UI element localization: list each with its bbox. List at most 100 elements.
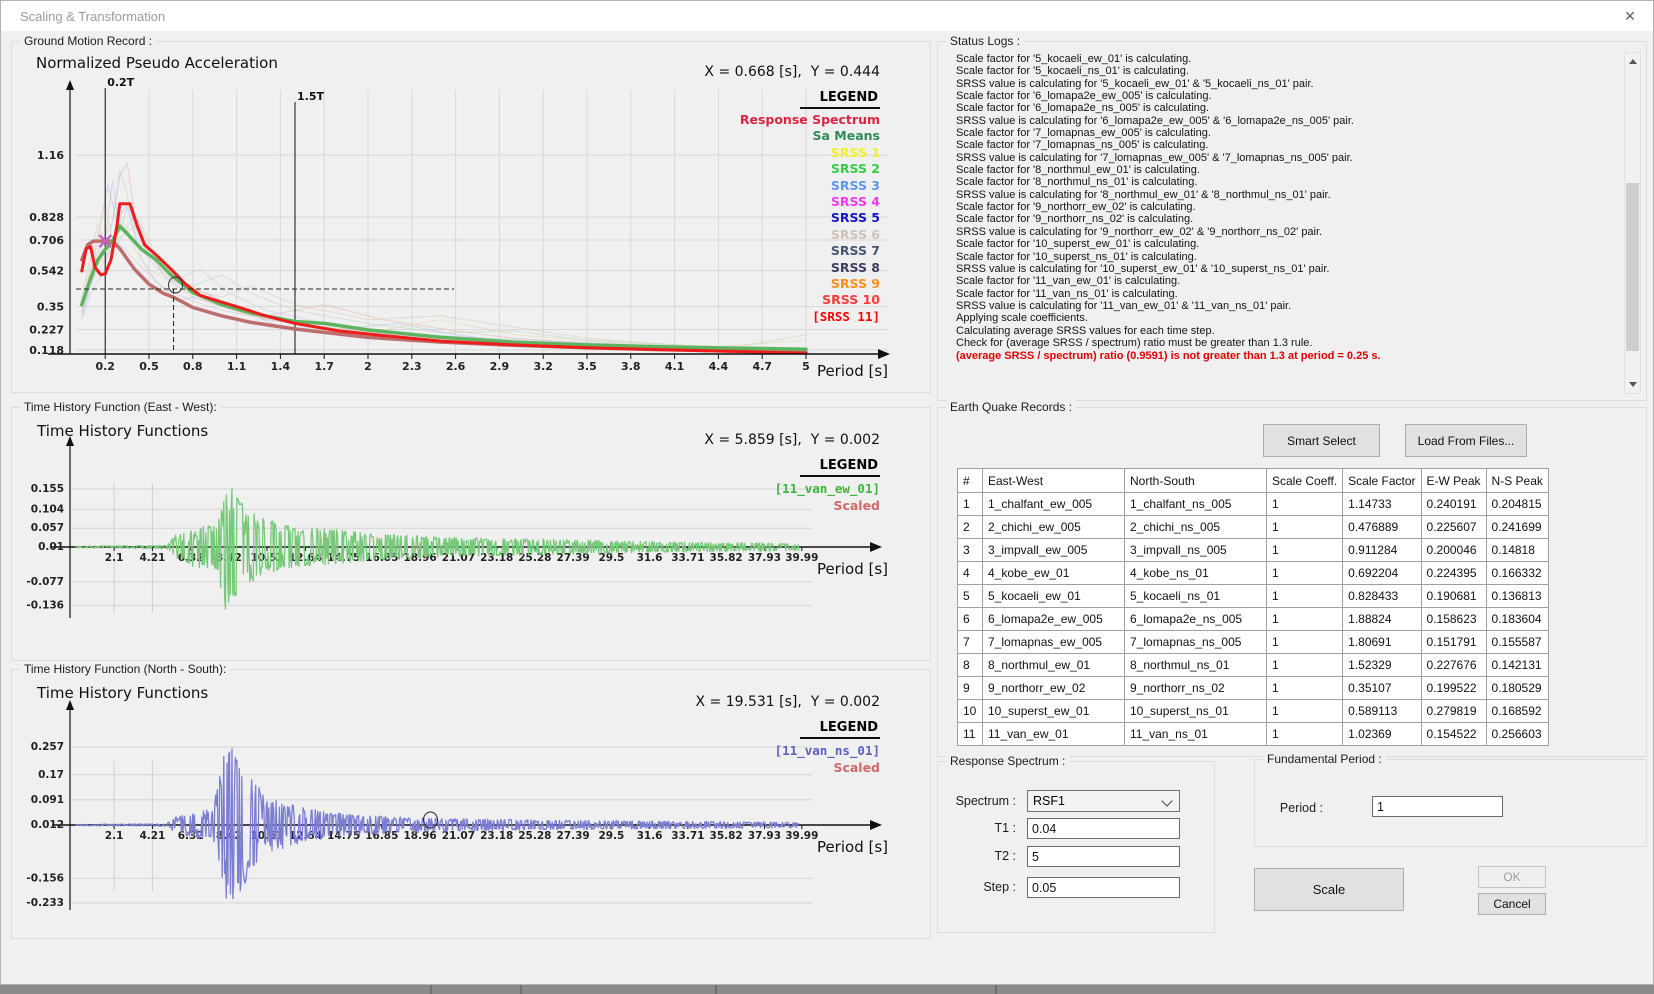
table-cell: 0.166332 <box>1485 561 1549 585</box>
ok-button[interactable]: OK <box>1478 866 1546 888</box>
scroll-thumb[interactable] <box>1626 183 1639 351</box>
table-cell: 6_lomapa2e_ew_005 <box>982 607 1125 631</box>
axis-tick-label: 25.28 <box>518 552 551 564</box>
group-response-spectrum: Response Spectrum : Spectrum : RSF1 T1 :… <box>937 754 1215 933</box>
cursor-marker <box>168 276 184 294</box>
axis-tick-label: 29.5 <box>598 830 624 842</box>
status-scrollbar[interactable] <box>1624 52 1641 394</box>
legend-entry: SRSS 2 <box>830 161 880 177</box>
smart-select-button[interactable]: Smart Select <box>1263 424 1380 457</box>
axis-tick-label: 0.118 <box>29 344 64 357</box>
table-cell: 3_impvall_ns_005 <box>1124 538 1267 562</box>
axis-tick-label: 0.091 <box>31 794 64 806</box>
table-header-cell: Scale Factor <box>1342 468 1422 493</box>
table-cell: 1.14733 <box>1342 492 1422 516</box>
table-cell: 0.154522 <box>1420 722 1487 746</box>
table-cell: 10 <box>957 699 983 723</box>
axis-tick-label: 12.64 <box>289 552 322 564</box>
log-line: Scale factor for '8_northmul_ew_01' is c… <box>956 164 1200 177</box>
table-cell: 6_lomapa2e_ns_005 <box>1124 607 1267 631</box>
group-label-ground-motion: Ground Motion Record : <box>20 34 157 48</box>
scroll-down-icon[interactable] <box>1625 376 1640 392</box>
t1-input[interactable] <box>1027 818 1180 839</box>
table-cell: 1.02369 <box>1342 722 1422 746</box>
ew-plot-canvas[interactable]: 2.1 4.21 6.32 8.42 10.53 12.64 14.75 16.85 18.96… <box>12 408 930 660</box>
axis-tick-label: 29.5 <box>598 552 624 564</box>
series-line <box>81 180 807 351</box>
t2-input[interactable] <box>1027 846 1180 867</box>
table-cell: 0.180529 <box>1485 676 1549 700</box>
axis-tick-label: 39.99 <box>785 830 818 842</box>
table-row[interactable]: 4 4_kobe_ew_01 4_kobe_ns_01 1 0.692204 0.2243… <box>957 561 1549 585</box>
spectrum-select[interactable]: RSF1 <box>1027 790 1180 812</box>
log-line: SRSS value is calculating for '5_kocaeli… <box>956 77 1314 90</box>
table-row[interactable]: 6 6_lomapa2e_ew_005 6_lomapa2e_ns_005 1 1.88… <box>957 607 1549 631</box>
axis-tick-label: -0.233 <box>26 897 64 909</box>
log-line: Scale factor for '7_lomapnas_ew_005' is … <box>956 127 1211 140</box>
axis-tick-label: 4.7 <box>752 360 772 373</box>
axis-tick-label: 1.4 <box>271 360 291 373</box>
table-row[interactable]: 5 5_kocaeli_ew_01 5_kocaeli_ns_01 1 0.828433… <box>957 584 1549 608</box>
load-from-files-button[interactable]: Load From Files... <box>1405 424 1527 457</box>
scale-button[interactable]: Scale <box>1254 868 1404 911</box>
legend-entry: SRSS 10 <box>822 292 880 308</box>
step-input[interactable] <box>1027 877 1180 898</box>
table-row[interactable]: 1 1_chalfant_ew_005 1_chalfant_ns_005 1 1.14… <box>957 492 1549 516</box>
spectrum-cursor-readout: X = 0.668 [s], Y = 0.444 <box>704 64 880 80</box>
ns-plot-canvas[interactable]: 2.1 4.21 6.32 8.42 10.53 12.64 14.75 16.85 18.96… <box>12 670 930 938</box>
axis-tick-label: 3.8 <box>621 360 641 373</box>
table-cell: 3_impvall_ew_005 <box>982 538 1125 562</box>
period-input[interactable] <box>1372 796 1503 817</box>
close-button[interactable]: ✕ <box>1607 1 1653 31</box>
table-cell: 1 <box>1265 492 1344 516</box>
table-row[interactable]: 9 9_northorr_ew_02 9_northorr_ns_02 1 0.3510… <box>957 676 1549 700</box>
series-line <box>81 184 807 351</box>
taskbar-divider <box>715 985 717 994</box>
waveform <box>75 748 800 900</box>
legend-entry: [SRSS 11] <box>812 308 880 324</box>
axis-tick-label: -0.077 <box>26 576 64 588</box>
x-axis-arrow <box>870 542 882 552</box>
table-row[interactable]: 3 3_impvall_ew_005 3_impvall_ns_005 1 0.9112… <box>957 538 1549 562</box>
log-line-error: (average SRSS / spectrum) ratio (0.9591)… <box>956 350 1381 363</box>
axis-tick-label: -0.156 <box>26 872 64 884</box>
spectrum-chart-title: Normalized Pseudo Acceleration <box>36 54 278 72</box>
table-cell: 0.190681 <box>1420 584 1487 608</box>
table-cell: 0.279819 <box>1420 699 1487 723</box>
axis-tick-label: 1.16 <box>37 149 64 162</box>
table-row[interactable]: 10 10_superst_ew_01 10_superst_ns_01 1 0.589… <box>957 699 1549 723</box>
legend-entries: Response Spectrum Sa Means SRSS 1 SRSS 2 SRS… <box>740 112 880 325</box>
table-row[interactable]: 2 2_chichi_ew_005 2_chichi_ns_005 1 0.476889… <box>957 515 1549 539</box>
log-line: SRSS value is calculating for '8_northmu… <box>956 188 1331 201</box>
axis-tick-label: 2.9 <box>490 360 510 373</box>
spectrum-plot-canvas[interactable]: 0.2T 1.5T 0.2 0.5 0.8 1.1 1.4 1.7 2 2.3 2.6 2.9 3.2 3… <box>12 42 930 392</box>
table-cell: 0.241699 <box>1485 515 1549 539</box>
table-row[interactable]: 8 8_northmul_ew_01 8_northmul_ns_01 1 1.5232… <box>957 653 1549 677</box>
group-status-logs: Status Logs : Scale factor for '5_kocael… <box>937 34 1647 401</box>
axis-tick-label: 2 <box>364 360 372 373</box>
cancel-button[interactable]: Cancel <box>1478 893 1546 915</box>
log-line: Applying scale coefficients. <box>956 312 1088 325</box>
table-cell: 9 <box>957 676 983 700</box>
table-cell: 0.692204 <box>1342 561 1422 585</box>
scroll-up-icon[interactable] <box>1625 54 1640 70</box>
axis-tick-label: 0.057 <box>31 522 64 534</box>
table-cell: 1 <box>1265 515 1344 539</box>
log-line: Scale factor for '11_van_ew_01' is calcu… <box>956 275 1181 288</box>
axis-tick-label: 4.4 <box>709 360 729 373</box>
table-cell: 1.52329 <box>1342 653 1422 677</box>
axis-tick-label: 0.17 <box>38 769 64 781</box>
table-cell: 7_lomapnas_ns_005 <box>1124 630 1267 654</box>
axis-tick-label: 0.706 <box>29 234 64 247</box>
log-line: Scale factor for '5_kocaeli_ew_01' is ca… <box>956 53 1192 65</box>
table-row[interactable]: 11 11_van_ew_01 11_van_ns_01 1 1.02369 0.1545… <box>957 722 1549 746</box>
table-cell: 1 <box>1265 653 1344 677</box>
axis-tick-label: 37.93 <box>748 830 781 842</box>
table-row[interactable]: 7 7_lomapnas_ew_005 7_lomapnas_ns_005 1 1.80… <box>957 630 1549 654</box>
ew-legend: LEGEND [11_van_ew_01] Scaled <box>775 456 880 514</box>
table-cell: 0.225607 <box>1420 515 1487 539</box>
ew-cursor-readout: X = 5.859 [s], Y = 0.002 <box>704 432 880 448</box>
legend-entry: Sa Means <box>812 128 880 144</box>
status-log-list[interactable]: Scale factor for '5_kocaeli_ew_01' is ca… <box>956 53 1604 394</box>
table-header-cell: # <box>957 468 983 493</box>
